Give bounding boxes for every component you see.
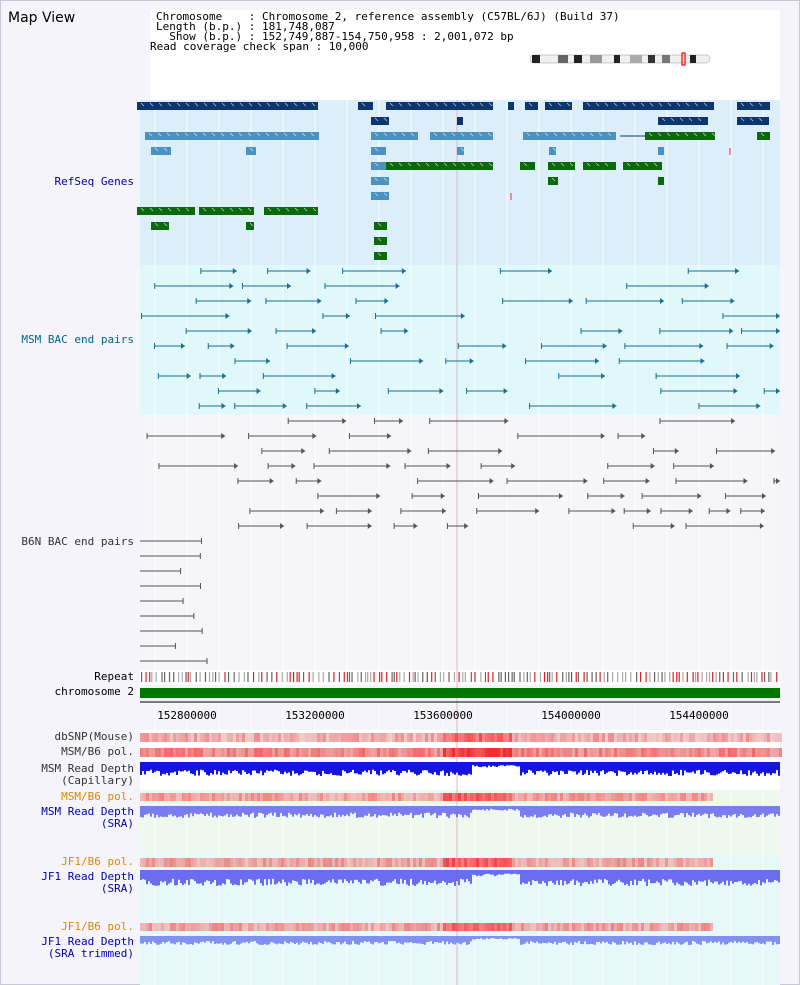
gene-feature[interactable] — [386, 162, 493, 170]
gene-feature[interactable] — [523, 132, 616, 140]
gene-feature[interactable] — [371, 132, 418, 140]
axis-tick-label: 154000000 — [541, 709, 601, 722]
gene-feature[interactable] — [658, 147, 664, 155]
jf1-b6-pol-trimmed-label: JF1/B6 pol. — [61, 920, 134, 933]
msm-depth-sra-label: MSM Read Depth (SRA) — [41, 805, 134, 830]
chromosome-info: Chromosome : Chromosome 2, reference ass… — [156, 10, 620, 23]
gene-feature[interactable] — [508, 102, 514, 110]
coverage-span-info: Read coverage check span : 10,000 — [150, 40, 369, 53]
length-info: Length (b.p.) : 181,748,087 — [156, 20, 335, 33]
info-panel: Chromosome : Chromosome 2, reference ass… — [150, 10, 780, 100]
axis-tick-label: 154400000 — [669, 709, 729, 722]
gene-feature[interactable] — [358, 102, 373, 110]
gene-feature[interactable] — [371, 192, 389, 200]
b6n-bac-track-bg — [140, 415, 780, 670]
page-title: Map View — [8, 10, 76, 26]
gene-feature[interactable] — [137, 207, 195, 215]
chromosome-label: chromosome 2 — [54, 685, 134, 698]
gene-feature[interactable] — [371, 177, 389, 185]
msm-bac-pairs-track[interactable] — [141, 268, 780, 409]
axis-tick-label: 152800000 — [157, 709, 217, 722]
msm-bac-label: MSM BAC end pairs — [21, 333, 134, 346]
msm-b6-pol-sra-label: MSM/B6 pol. — [61, 790, 134, 803]
gene-feature[interactable] — [457, 117, 463, 125]
dbsnp-label: dbSNP(Mouse) — [54, 730, 134, 743]
gene-feature[interactable] — [246, 222, 254, 230]
msm-bac-track-bg — [140, 265, 780, 415]
repeat-track — [141, 672, 778, 682]
refseq-track-bg — [140, 100, 780, 265]
gene-feature[interactable] — [430, 132, 493, 140]
refseq-genes-label: RefSeq Genes — [54, 175, 134, 188]
gene-feature[interactable] — [583, 162, 616, 170]
msm-depth-cap-label: MSM Read Depth (Capillary) — [41, 762, 134, 787]
gene-feature[interactable] — [264, 207, 318, 215]
gene-feature[interactable] — [737, 102, 770, 110]
gene-feature[interactable] — [371, 162, 386, 170]
gene-feature[interactable] — [548, 177, 558, 185]
refseq-genes-track[interactable] — [137, 102, 770, 260]
gene-feature[interactable] — [199, 207, 254, 215]
gene-feature[interactable] — [151, 147, 171, 155]
gene-feature[interactable] — [645, 132, 715, 140]
jf1-b6-pol-label: JF1/B6 pol. — [61, 855, 134, 868]
position-axis: 152800000 153200000 153600000 154000000 … — [140, 701, 780, 722]
gene-feature[interactable] — [145, 132, 319, 140]
heat-tracks — [140, 733, 782, 931]
gene-feature[interactable] — [583, 102, 714, 110]
gene-feature[interactable] — [151, 222, 169, 230]
repeat-label: Repeat — [94, 670, 134, 683]
grid-lines — [154, 100, 764, 985]
axis-tick-label: 153600000 — [413, 709, 473, 722]
gene-feature[interactable] — [457, 147, 464, 155]
gene-feature[interactable] — [371, 117, 389, 125]
jf1-depth-label: JF1 Read Depth (SRA) — [41, 870, 134, 895]
b6n-bac-label: B6N BAC end pairs — [21, 535, 134, 548]
depth-tracks — [140, 762, 780, 945]
gene-feature[interactable] — [371, 147, 386, 155]
gene-feature[interactable] — [548, 162, 575, 170]
b6n-bac-pairs-track[interactable] — [140, 418, 780, 664]
gene-feature[interactable] — [549, 147, 556, 155]
chromosome-ideogram[interactable] — [530, 52, 714, 68]
show-range-info: Show (b.p.) : 152,749,887-154,750,958 : … — [156, 30, 514, 43]
gene-feature[interactable] — [658, 177, 664, 185]
gene-feature[interactable] — [137, 102, 318, 110]
gene-feature[interactable] — [623, 162, 662, 170]
axis-tick-label: 153200000 — [285, 709, 345, 722]
jf1-depth-trimmed-label: JF1 Read Depth (SRA trimmed) — [41, 935, 134, 960]
msm-b6-pol-label: MSM/B6 pol. — [61, 745, 134, 758]
chromosome-bar — [140, 688, 780, 698]
gene-feature[interactable] — [545, 102, 572, 110]
gene-feature[interactable] — [386, 102, 493, 110]
gene-feature[interactable] — [246, 147, 256, 155]
gene-feature[interactable] — [520, 162, 535, 170]
